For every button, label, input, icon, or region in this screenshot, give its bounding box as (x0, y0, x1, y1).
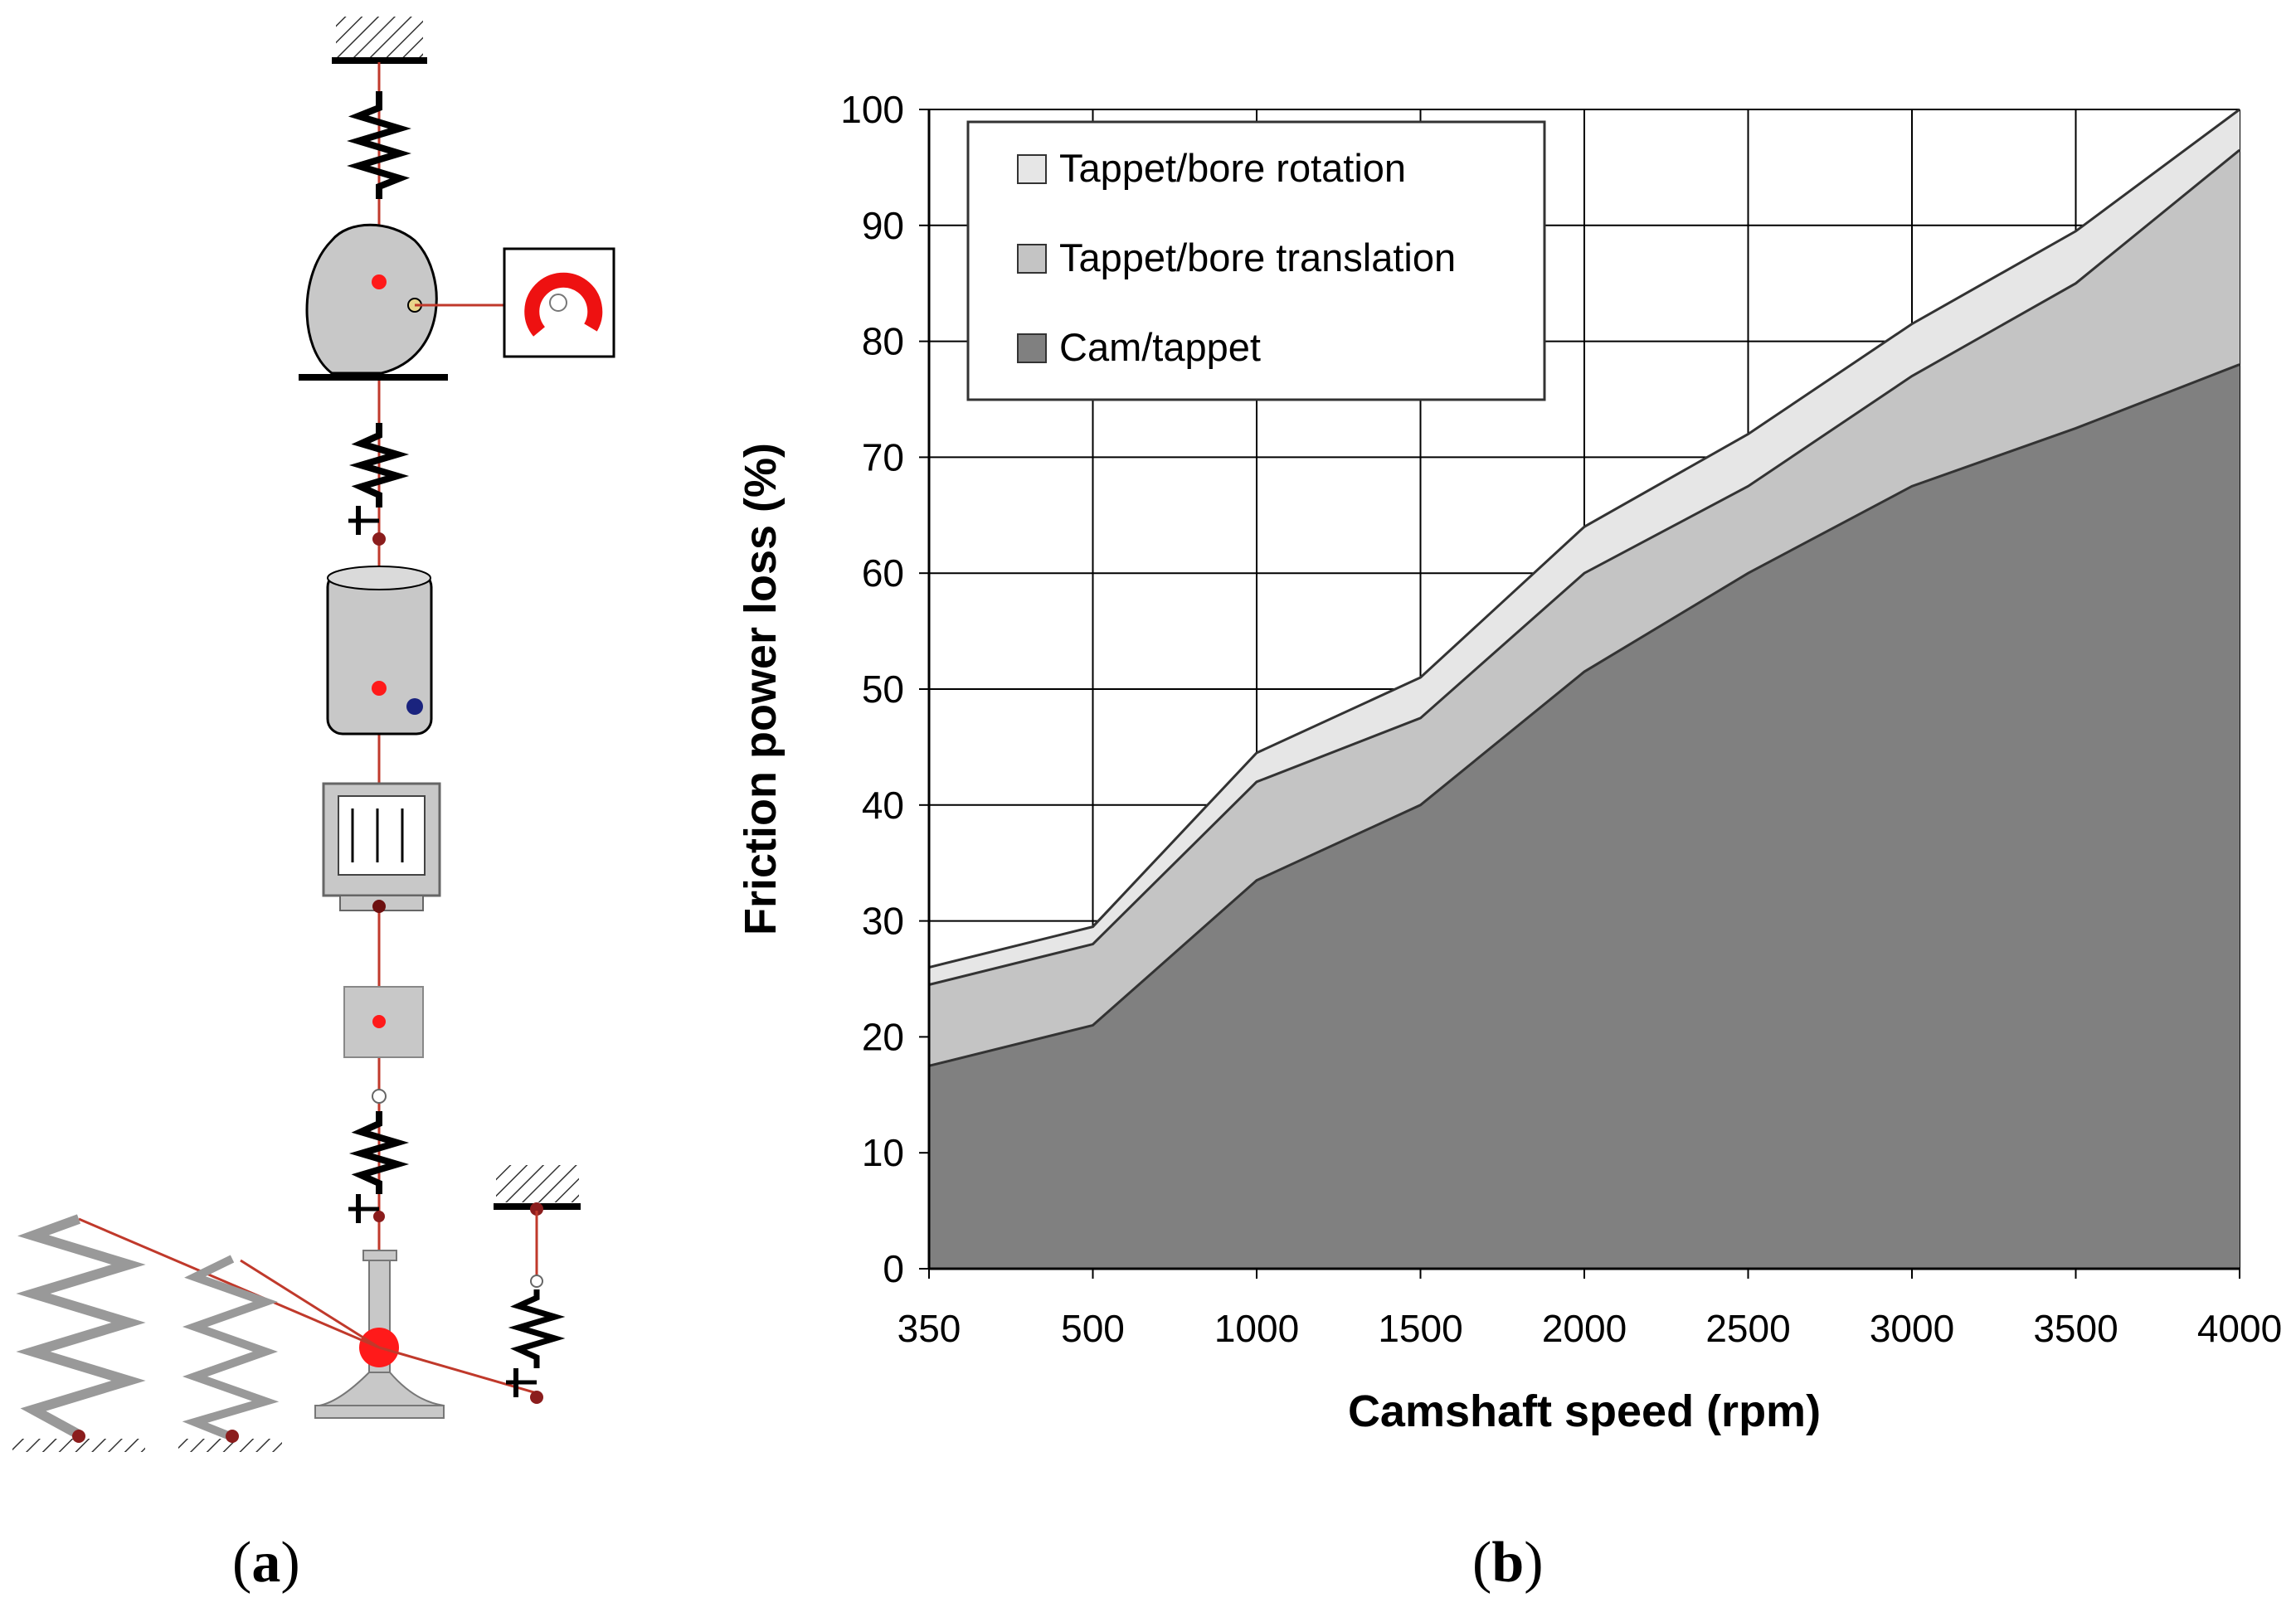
legend-label: Tappet/bore rotation (1059, 146, 1406, 190)
series-line-1 (928, 148, 2240, 986)
y-tick-label: 10 (862, 1131, 904, 1174)
y-tick-label: 60 (862, 551, 904, 595)
motor-icon (503, 247, 615, 358)
axes: 0 10 20 30 40 50 60 70 80 90 100 350 500 1000 1500 2000… (840, 88, 2282, 1350)
valve-stiffness-spring-icon (348, 1089, 410, 1223)
y-axis-title: Friction power loss (%) (736, 443, 786, 935)
inner-valve-spring-icon (178, 1255, 282, 1452)
pushrod-mass-icon (343, 986, 424, 1058)
valvetrain-model-diagram (12, 17, 615, 1452)
outer-valve-spring-icon (12, 1214, 146, 1452)
series-line-0 (928, 363, 2240, 1067)
panel-label-a: (a) (232, 1531, 300, 1595)
y-tick-label: 70 (862, 435, 904, 478)
tappet-icon (326, 566, 433, 736)
x-tick-label: 3500 (2033, 1307, 2118, 1350)
legend-swatch (1017, 333, 1047, 363)
legend-swatch (1017, 154, 1047, 184)
series-line-2 (928, 108, 2240, 969)
x-tick-label: 1500 (1378, 1307, 1462, 1350)
area-series (928, 108, 2240, 1269)
lash-spring-damper-icon (348, 423, 410, 546)
y-tick-label: 0 (883, 1247, 904, 1290)
y-tick-label: 40 (862, 784, 904, 827)
legend-box (966, 120, 1546, 401)
y-tick-label: 100 (840, 88, 904, 131)
x-tick-label: 500 (1061, 1307, 1125, 1350)
area-tappet-bore-rotation (929, 109, 2240, 985)
x-tick-label: 2000 (1542, 1307, 1627, 1350)
x-tick-label: 350 (897, 1307, 961, 1350)
x-tick-label: 3000 (1870, 1307, 1954, 1350)
valve-icon (314, 1250, 445, 1419)
seat-spring-damper-icon (494, 1165, 581, 1404)
x-tick-label: 1000 (1214, 1307, 1299, 1350)
ground-top-icon (332, 17, 427, 64)
legend-label: Tappet/bore translation (1059, 236, 1456, 279)
x-tick-label: 2500 (1705, 1307, 1790, 1350)
x-axis-title: Camshaft speed (rpm) (1348, 1386, 1821, 1436)
legend: Tappet/bore rotation Tappet/bore translat… (966, 120, 1546, 401)
area-cam-tappet (929, 364, 2240, 1269)
legend-swatch (1017, 244, 1047, 274)
y-tick-label: 30 (862, 900, 904, 943)
friction-loss-chart: 0 10 20 30 40 50 60 70 80 90 100 350 500 1000 1500 2000… (736, 88, 2282, 1436)
y-tick-label: 50 (862, 668, 904, 711)
legend-label: Cam/tappet (1059, 325, 1261, 369)
y-tick-label: 20 (862, 1015, 904, 1058)
y-tick-label: 80 (862, 320, 904, 363)
panel-label-b: (b) (1472, 1531, 1544, 1595)
area-tappet-bore-translation (929, 149, 2240, 1066)
hydraulic-lash-adjuster-icon (322, 782, 441, 913)
cam-icon (305, 223, 438, 375)
x-tick-label: 4000 (2197, 1307, 2282, 1350)
y-tick-label: 90 (862, 204, 904, 247)
top-spring-icon (347, 91, 411, 199)
